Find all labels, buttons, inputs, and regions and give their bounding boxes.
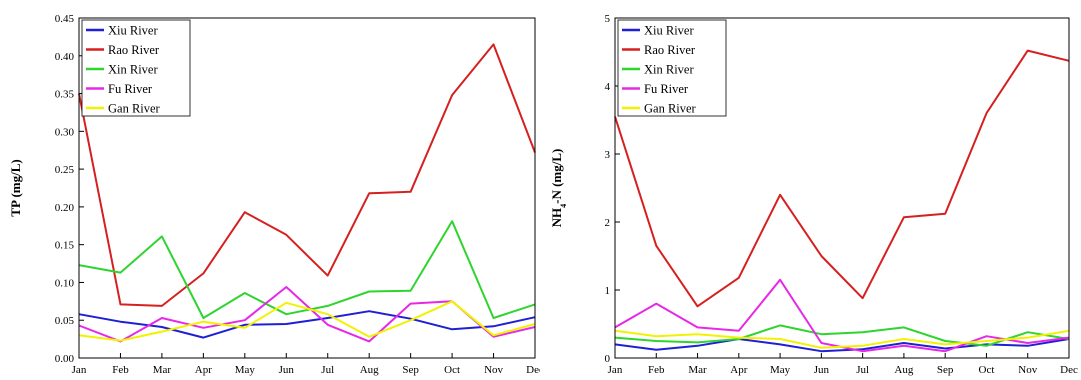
x-tick-label: Mar: [153, 364, 172, 376]
y-tick-label: 0.25: [55, 164, 75, 176]
y-tick-label: 0: [605, 353, 611, 365]
y-axis-title-subscript: 4: [559, 204, 568, 208]
legend-label: Xin River: [108, 63, 158, 77]
y-tick-label: 0.35: [55, 89, 75, 101]
x-tick-label: Oct: [979, 364, 995, 376]
x-tick-label: Feb: [112, 364, 129, 376]
y-tick-label: 4: [605, 81, 611, 93]
x-tick-label: Nov: [484, 364, 503, 376]
y-axis-title: TP (mg/L): [8, 159, 23, 216]
x-tick-label: Jun: [814, 364, 830, 376]
legend-label: Rao River: [108, 43, 160, 57]
series-line-xin-river: [78, 220, 536, 319]
series-line-rao-river: [614, 49, 1070, 308]
y-axis-title-suffix: -N (mg/L): [549, 149, 564, 204]
x-tick-label: Dec: [526, 364, 540, 376]
series-line-xiu-river: [78, 310, 536, 339]
y-axis-title: NH4-N (mg/L): [549, 149, 568, 228]
x-tick-label: Apr: [730, 364, 747, 376]
series-line-gan-river: [614, 329, 1070, 349]
y-tick-label: 0.10: [55, 277, 75, 289]
y-axis-title-main: NH: [549, 208, 564, 228]
chart-tp: 0.00 0.05 0.10 0.15 0.20 0.25 0.30 0.35 0.40 0.45…: [8, 13, 540, 376]
x-tick-label: Jul: [856, 364, 869, 376]
legend-label: Rao River: [644, 43, 696, 57]
y-tick-label: 0.45: [55, 13, 75, 25]
y-tick-label: 3: [605, 149, 611, 161]
y-tick-label: 2: [605, 217, 611, 229]
x-tick-label: Dec: [1060, 364, 1078, 376]
legend-label: Xiu River: [644, 24, 694, 38]
x-tick-label: Aug: [894, 364, 913, 376]
y-tick-label: 0.05: [55, 315, 75, 327]
series-line-gan-river: [78, 300, 536, 342]
plot-frame: [78, 17, 536, 359]
series-line-xin-river: [614, 324, 1070, 347]
legend-label: Fu River: [644, 82, 689, 96]
y-tick-label: 5: [605, 13, 611, 25]
x-tick-label: Jan: [72, 364, 87, 376]
x-tick-label: Nov: [1018, 364, 1037, 376]
plot-frame: [614, 17, 1070, 359]
y-tick-label: 0.40: [55, 51, 75, 63]
chart-nh4n: 0 1 2 3 4 5 Jan Feb Mar Apr May Jun Jul Aug Sep Oct Nov D…: [549, 13, 1078, 376]
legend: Xiu River Rao River Xin River Fu River Gan R…: [81, 19, 191, 117]
y-tick-label: 0.20: [55, 202, 75, 214]
y-tick-label: 0.00: [55, 353, 75, 365]
x-tick-label: Mar: [688, 364, 707, 376]
x-tick-label: Jan: [608, 364, 623, 376]
x-tick-label: May: [235, 364, 256, 376]
y-tick-label: 0.15: [55, 240, 75, 252]
legend-label: Xiu River: [108, 24, 158, 38]
x-tick-label: Oct: [444, 364, 460, 376]
x-tick-label: May: [770, 364, 791, 376]
x-tick-label: Jun: [279, 364, 295, 376]
legend: Xiu River Rao River Xin River Fu River Gan R…: [617, 19, 727, 117]
legend-label: Gan River: [644, 102, 697, 116]
x-tick-label: Apr: [195, 364, 212, 376]
y-tick-label: 0.30: [55, 126, 75, 138]
legend-label: Fu River: [108, 82, 153, 96]
legend-label: Gan River: [108, 102, 161, 116]
x-tick-label: Sep: [937, 364, 954, 376]
y-axis-title-main: TP (mg/L): [8, 159, 23, 216]
x-tick-label: Feb: [648, 364, 665, 376]
series-line-rao-river: [78, 43, 536, 307]
legend-label: Xin River: [644, 63, 694, 77]
x-tick-label: Aug: [360, 364, 379, 376]
x-tick-label: Jul: [321, 364, 334, 376]
x-tick-label: Sep: [402, 364, 419, 376]
series-line-xiu-river: [614, 338, 1070, 353]
y-tick-label: 1: [605, 285, 611, 297]
